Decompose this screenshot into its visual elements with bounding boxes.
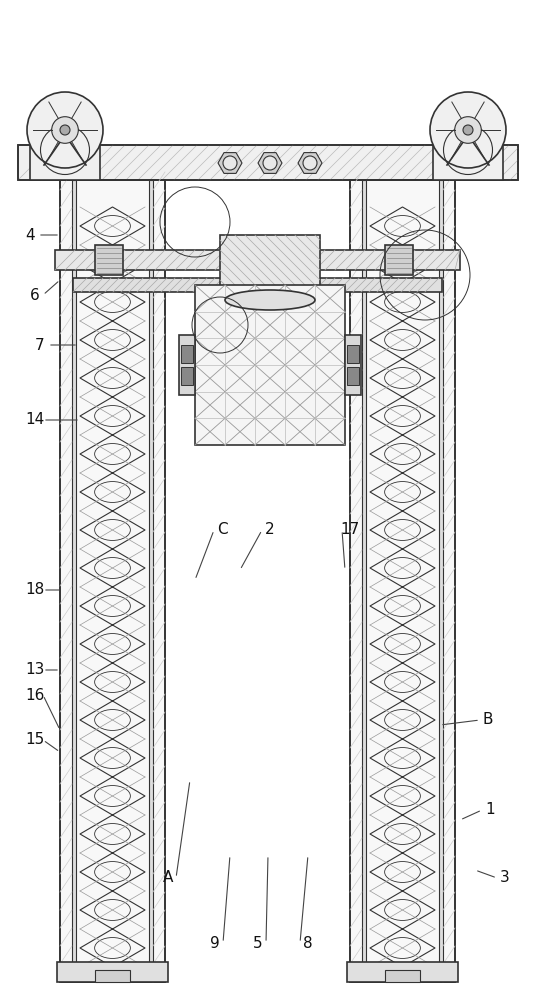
Ellipse shape [225,290,315,310]
Bar [57,962,168,982]
Bar [347,345,359,363]
Text: 14: 14 [25,412,44,428]
Text: A: A [163,870,173,886]
Bar [385,245,413,275]
Circle shape [463,125,473,135]
Text: 9: 9 [210,936,220,950]
Circle shape [303,156,317,170]
Circle shape [27,92,103,168]
Polygon shape [258,153,282,173]
Text: 18: 18 [25,582,44,597]
Polygon shape [298,153,322,173]
Circle shape [60,125,70,135]
Text: 8: 8 [303,936,313,950]
Polygon shape [218,153,242,173]
Text: 13: 13 [25,662,44,678]
Bar [220,235,320,300]
Text: 15: 15 [25,732,44,748]
Text: 17: 17 [340,522,360,538]
Bar [347,962,458,982]
Bar [72,180,76,977]
Bar [149,180,153,977]
Bar [439,180,443,977]
Bar [60,180,165,982]
Text: B: B [483,712,493,728]
Circle shape [51,117,78,143]
Text: 7: 7 [35,338,45,353]
Text: 3: 3 [500,870,510,886]
Bar [55,250,460,270]
Bar [18,145,518,180]
Bar [195,285,345,445]
Text: 5: 5 [253,936,263,950]
Bar [347,367,359,385]
Bar [179,335,195,395]
Bar [362,180,366,977]
Circle shape [430,92,506,168]
Bar [181,345,193,363]
Circle shape [263,156,277,170]
Text: 4: 4 [25,228,35,242]
Bar [433,120,503,180]
Text: 6: 6 [30,288,40,302]
Bar [60,180,165,982]
Circle shape [455,117,481,143]
Text: 2: 2 [265,522,275,538]
Text: 16: 16 [25,688,44,702]
Bar [95,245,123,275]
Bar [73,278,442,292]
Bar [350,180,455,982]
Bar [18,145,518,180]
Bar [30,120,100,180]
Bar [385,970,420,982]
Text: C: C [217,522,227,538]
Bar [95,970,130,982]
Text: 1: 1 [485,802,495,818]
Bar [181,367,193,385]
Bar [350,180,455,982]
Bar [345,335,361,395]
Circle shape [223,156,237,170]
